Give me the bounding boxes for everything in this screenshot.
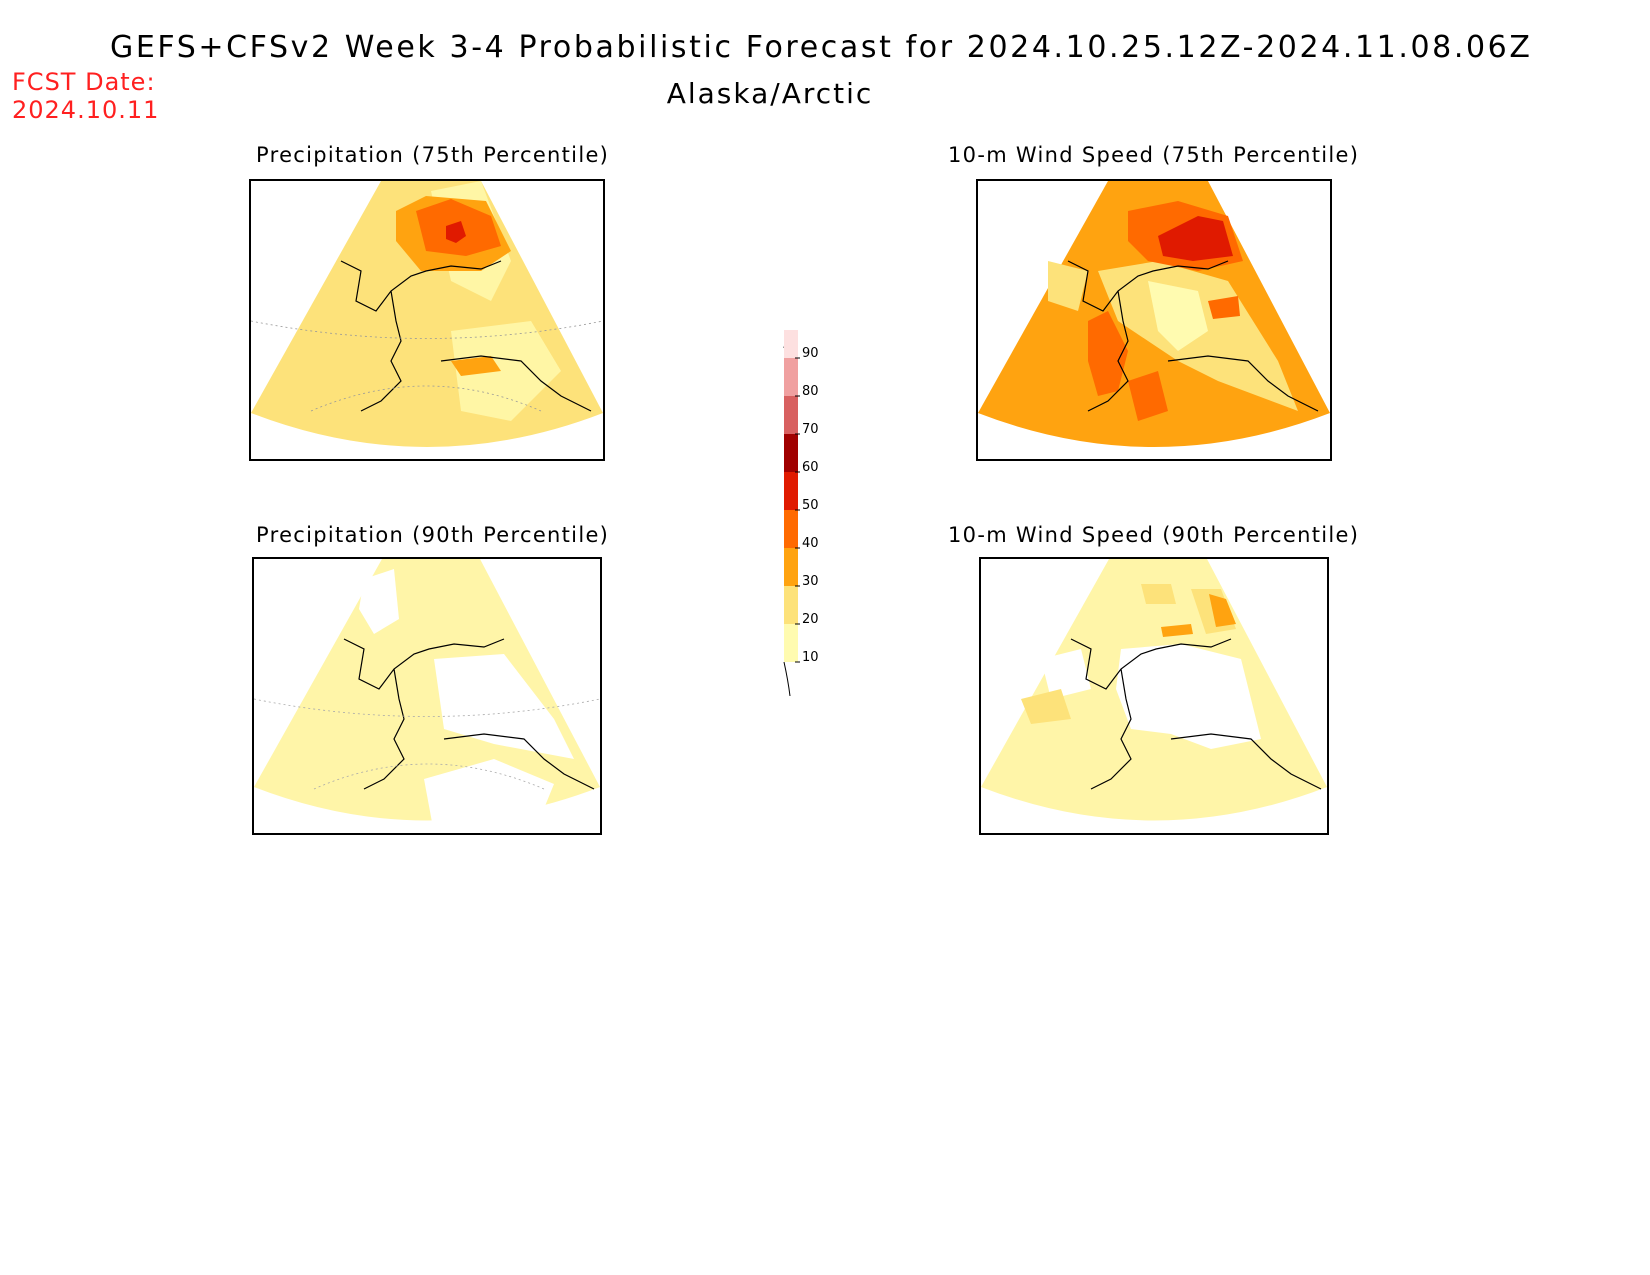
region-light: [1141, 584, 1176, 604]
region-red: [1158, 216, 1233, 261]
region-orange: [1209, 594, 1236, 627]
region-orange: [451, 356, 501, 376]
colorbar-swatch: [784, 434, 798, 472]
map-wind-75: [976, 179, 1332, 461]
grid-line: [251, 320, 603, 412]
colorbar-legend: 10 20 30 40 50 60 70 80 90: [783, 330, 819, 697]
colorbar-tick-label: 80: [802, 384, 819, 399]
colorbar-swatch: [784, 472, 798, 510]
map-precip-90: [252, 557, 602, 835]
colorbar-swatch: [784, 624, 798, 662]
fcst-date-label: FCST Date:: [12, 68, 156, 96]
page-title: GEFS+CFSv2 Week 3-4 Probabilistic Foreca…: [110, 30, 1533, 65]
colorbar-tick-label: 60: [802, 460, 819, 475]
colorbar-swatch: [784, 586, 798, 624]
panel-title-wind-90: 10-m Wind Speed (90th Percentile): [948, 523, 1360, 547]
colorbar-swatch: [784, 548, 798, 586]
region-light: [451, 321, 561, 421]
coastline: [1070, 638, 1322, 790]
colorbar-swatch: [784, 396, 798, 434]
region-dark-orange: [1208, 296, 1240, 319]
region-subtitle: Alaska/Arctic: [666, 77, 874, 110]
region-light: [1021, 689, 1071, 724]
map-wind-90-svg: [981, 559, 1327, 821]
domain-fan: [254, 559, 600, 821]
panel-title-precip-90: Precipitation (90th Percentile): [256, 523, 610, 547]
colorbar-tick-label: 10: [802, 650, 819, 665]
colorbar-tick-label: 30: [802, 574, 819, 589]
region-white: [1116, 644, 1261, 749]
region-red: [446, 221, 466, 243]
colorbar-tick-label: 40: [802, 536, 819, 551]
map-wind-75-svg: [978, 181, 1330, 447]
region-orange: [1161, 624, 1193, 637]
coastline: [1067, 260, 1319, 412]
coastline: [343, 638, 595, 790]
region-white: [1041, 649, 1091, 699]
region-dark-orange: [1088, 311, 1128, 396]
colorbar-bottom-arrow: [783, 661, 791, 697]
map-wind-90: [979, 557, 1329, 835]
colorbar-tick-label: 90: [802, 346, 819, 361]
colorbar-tick-label: 70: [802, 422, 819, 437]
colorbar-swatch: [784, 330, 798, 358]
region-white: [434, 654, 574, 759]
colorbar-swatch: [784, 510, 798, 548]
panel-title-wind-75: 10-m Wind Speed (75th Percentile): [948, 143, 1360, 167]
region-pale: [1048, 261, 1088, 311]
region-pale: [1148, 281, 1208, 351]
region-dark-orange: [1128, 371, 1168, 421]
coastline: [340, 260, 592, 412]
panel-title-precip-75: Precipitation (75th Percentile): [256, 143, 610, 167]
map-precip-90-svg: [254, 559, 600, 833]
fcst-date-value: 2024.10.11: [12, 96, 160, 124]
grid-line: [254, 698, 600, 790]
forecast-date-block: FCST Date: 2024.10.11: [12, 68, 159, 124]
colorbar-tick-label: 20: [802, 612, 819, 627]
colorbar-swatch: [784, 358, 798, 396]
colorbar-tick-label: 50: [802, 498, 819, 513]
map-precip-75-svg: [251, 181, 603, 447]
region-white: [359, 569, 399, 634]
map-precip-75: [249, 179, 605, 461]
region-white: [424, 759, 554, 833]
